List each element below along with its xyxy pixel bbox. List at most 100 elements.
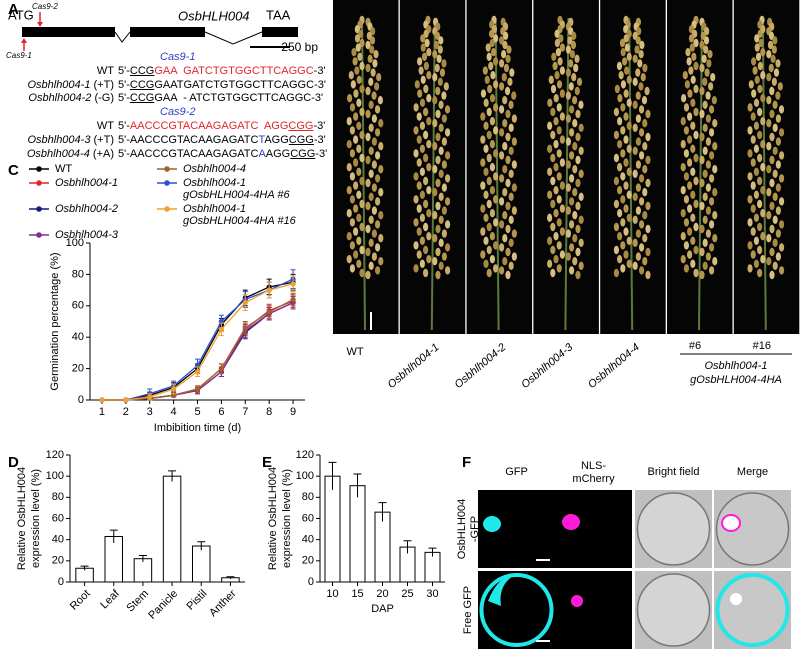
grain	[623, 250, 629, 259]
grain	[359, 222, 365, 232]
grain	[693, 38, 699, 48]
grain	[348, 71, 354, 80]
grain	[368, 238, 374, 247]
grain	[486, 130, 492, 140]
grain	[556, 172, 562, 181]
grain	[617, 163, 623, 172]
x-tick-label: 30	[426, 588, 438, 600]
grain	[748, 80, 754, 89]
grain	[705, 252, 711, 261]
grain	[373, 50, 379, 59]
grain	[504, 86, 511, 96]
y-tick-label: 80	[72, 268, 84, 280]
bar	[104, 535, 123, 583]
grain	[705, 91, 711, 100]
grain	[485, 43, 491, 52]
y-tick-label: 40	[52, 534, 64, 546]
grain	[568, 59, 574, 68]
grain	[638, 50, 644, 59]
grain	[483, 144, 489, 153]
grain	[480, 135, 486, 144]
cytoplasm	[488, 576, 513, 606]
grain	[505, 224, 511, 234]
grain	[365, 109, 371, 119]
line-name: WT	[96, 119, 114, 132]
grain	[710, 73, 716, 82]
grain	[645, 132, 651, 142]
legend-item: WT	[28, 163, 156, 175]
grain	[502, 257, 508, 266]
grain	[441, 137, 447, 146]
bar	[162, 475, 182, 583]
row-header: -GFP	[469, 516, 481, 542]
sequence-part: -3'	[313, 64, 326, 77]
grain	[638, 128, 645, 137]
grain	[365, 155, 371, 165]
grain	[486, 222, 492, 232]
grain	[641, 96, 648, 105]
legend-label: Osbhlh004-1 gOsbHLH004-4HA #16	[183, 203, 296, 227]
legend-item: Osbhlh004-2	[28, 203, 156, 227]
grain	[368, 261, 374, 270]
grain	[426, 48, 432, 57]
grain	[618, 71, 624, 80]
grain	[693, 245, 699, 255]
grain	[771, 77, 777, 87]
grain	[418, 66, 424, 75]
grain	[747, 241, 753, 250]
series-line	[101, 281, 294, 401]
grain	[502, 40, 508, 50]
grain	[365, 40, 371, 50]
grain	[708, 220, 715, 229]
start-codon: ATG	[8, 7, 34, 22]
grain	[419, 98, 426, 108]
grain	[777, 82, 783, 91]
grain	[553, 94, 559, 103]
grain	[620, 241, 626, 250]
error-bar	[109, 529, 118, 543]
grain	[760, 48, 766, 57]
grain	[687, 204, 693, 213]
panicle-photo	[466, 0, 533, 334]
grain	[423, 268, 429, 278]
grain	[613, 176, 620, 186]
grain	[568, 174, 575, 183]
x-tick-label: 25	[401, 588, 413, 600]
grain	[778, 151, 785, 160]
grain	[626, 121, 632, 130]
grain	[505, 109, 511, 119]
grain	[706, 59, 712, 68]
grain	[703, 36, 710, 45]
grain	[687, 135, 693, 144]
grain	[617, 117, 623, 126]
grain	[635, 160, 641, 169]
sample-label: Osbhlh004-1	[386, 341, 442, 391]
grain	[434, 63, 440, 73]
grain	[578, 100, 584, 110]
error-bar	[378, 502, 387, 522]
grain	[547, 167, 553, 176]
grain	[635, 36, 641, 45]
panel-label: E	[262, 454, 272, 471]
exon	[262, 27, 298, 37]
grain	[626, 98, 632, 108]
grain	[617, 94, 623, 103]
legend-label: Osbhlh004-1 gOsbHLH004-4HA #6	[183, 177, 290, 201]
grain	[368, 123, 374, 132]
grain	[754, 75, 760, 85]
grain	[623, 34, 629, 43]
grain	[432, 50, 438, 59]
grain	[757, 268, 763, 278]
grain	[483, 190, 489, 199]
x-tick-label: 9	[290, 406, 296, 418]
grain	[503, 31, 509, 40]
grain	[693, 176, 699, 186]
grain	[486, 107, 492, 117]
grain	[502, 142, 508, 151]
bar	[349, 485, 366, 583]
sequence-part: CGG	[288, 133, 314, 146]
y-tick-label: 80	[302, 491, 314, 503]
grain	[680, 232, 686, 241]
grain	[346, 255, 352, 264]
